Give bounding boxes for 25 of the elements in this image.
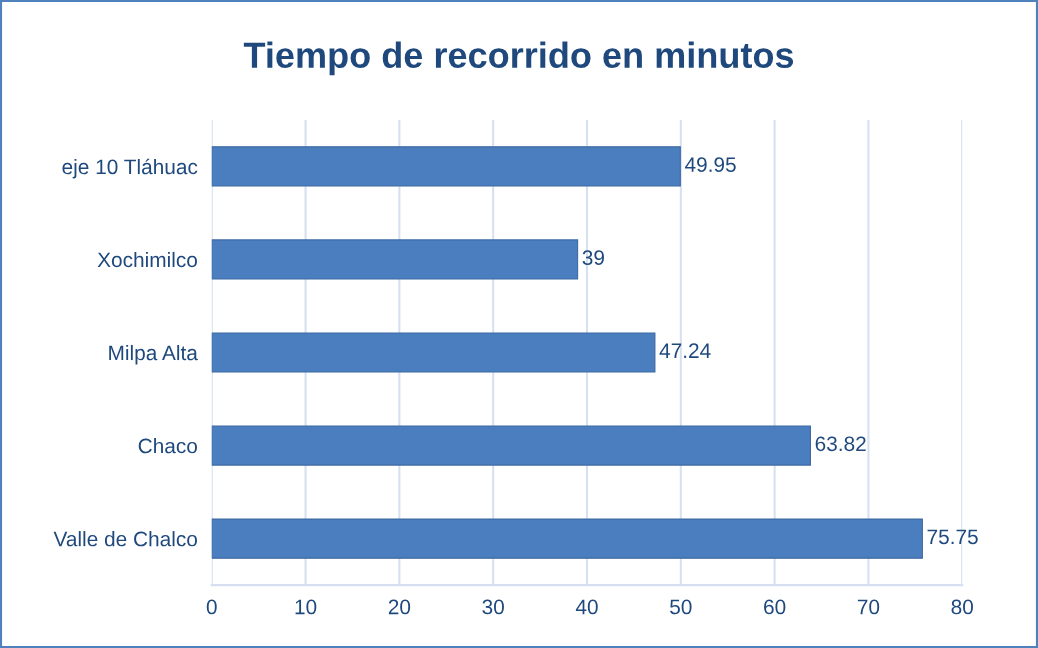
- bar: [211, 332, 656, 373]
- x-tick-label: 50: [670, 599, 692, 615]
- chart-title: Tiempo de recorrido en minutos: [243, 41, 794, 76]
- bar: [211, 146, 681, 187]
- bar: [211, 518, 923, 559]
- bar: [211, 239, 579, 280]
- y-tick-label: Chaco: [138, 438, 197, 454]
- x-tick-label: 10: [295, 599, 317, 615]
- x-tick-label: 60: [764, 599, 786, 615]
- bar: [211, 425, 811, 466]
- x-tick-label: 20: [388, 599, 411, 615]
- y-tick-label: Milpa Alta: [109, 344, 198, 365]
- x-tick-label: 70: [857, 599, 880, 615]
- y-tick-label: Valle de Chalco: [53, 531, 197, 547]
- x-tick-label: 0: [206, 599, 217, 615]
- data-label: 75.75: [927, 529, 978, 545]
- data-label: 63.82: [815, 436, 866, 452]
- data-label: 47.24: [659, 343, 711, 358]
- x-tick-label: 40: [575, 599, 598, 615]
- x-tick-label: 80: [951, 599, 973, 615]
- data-label: 49.95: [684, 157, 736, 172]
- y-tick-label: eje 10 Tláhuac: [62, 158, 198, 179]
- x-tick-label: 30: [482, 599, 504, 615]
- data-label: 39: [582, 250, 604, 266]
- y-tick-label: Xochimilco: [97, 251, 197, 268]
